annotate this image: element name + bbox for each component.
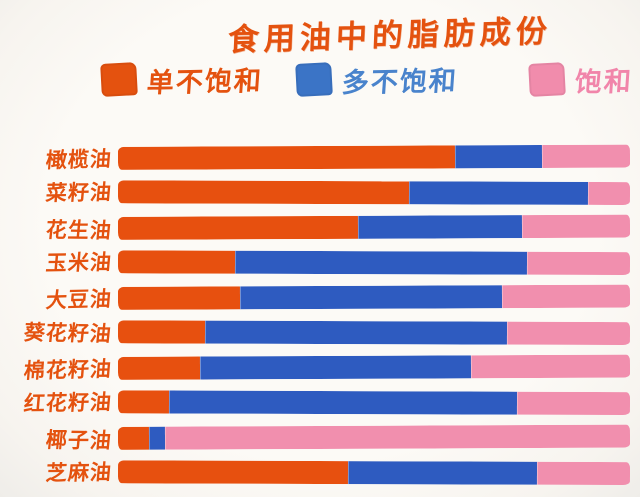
bar-label: 菜籽油 [44,179,114,205]
bar-row: 玉米油 [0,244,640,281]
bar-segment-poly [454,145,543,169]
legend: 单不饱和 多不饱和 饱和 [0,60,640,112]
bar-label: 椰子油 [44,427,114,453]
bar-track [117,180,631,206]
bar-track [117,250,631,276]
legend-label-monounsaturated: 单不饱和 [145,65,264,100]
bar-label: 大豆油 [44,286,113,312]
bar-segment-mono [117,356,200,380]
bar-row: 大豆油 [0,279,640,317]
bar-segment-mono [117,286,241,310]
bar-segment-sat [470,354,631,379]
bar-segment-poly [357,215,522,239]
bar-label: 橄榄油 [44,146,113,172]
bar-segment-sat [526,251,631,276]
bar-segment-poly [240,285,502,310]
bar-label: 棉花籽油 [22,356,113,383]
legend-item-polyunsaturated: 多不饱和 [295,60,459,100]
bar-row: 椰子油 [0,419,640,457]
bar-row: 花生油 [0,209,640,247]
bar-segment-poly [235,250,528,275]
bar-track [117,284,631,310]
bar-track [117,214,631,240]
legend-label-saturated: 饱和 [573,66,634,99]
bar-segment-poly [347,461,538,485]
bar-segment-poly [204,320,507,345]
bar-row: 芝麻油 [0,454,640,491]
legend-item-saturated: 饱和 [528,60,634,99]
bar-track [117,354,631,380]
bar-segment-sat [542,144,631,169]
bar-track [117,390,631,416]
bar-track [117,320,631,346]
bar-segment-sat [506,321,631,346]
bar-segment-sat [521,214,631,239]
bar-track [117,424,631,450]
bar-label: 芝麻油 [44,459,114,485]
bar-segment-sat [588,181,631,206]
bar-segment-mono [117,180,409,205]
chart-title: 食用油中的脂肪成份 [227,13,553,59]
bar-label: 葵花籽油 [22,319,114,346]
bar-segment-sat [516,391,631,416]
bar-row: 棉花籽油 [0,349,640,387]
bar-segment-poly [199,355,471,380]
bar-label: 红花籽油 [22,389,114,416]
legend-label-polyunsaturated: 多不饱和 [340,65,459,100]
bar-track [117,144,631,170]
bar-segment-sat [537,461,631,486]
bar-segment-poly [408,181,589,205]
bar-segment-mono [117,250,236,274]
bar-segment-mono [117,215,358,240]
bar-segment-poly [168,390,517,415]
bar-segment-sat [164,424,631,450]
bar-row: 葵花籽油 [0,314,640,351]
bar-segment-mono [117,460,348,485]
stacked-bar-chart: 橄榄油菜籽油花生油玉米油大豆油葵花籽油棉花籽油红花籽油椰子油芝麻油 [0,140,640,490]
monounsaturated-color-chip [100,62,138,97]
saturated-color-chip [528,62,566,97]
bar-segment-poly [148,426,165,450]
bar-label: 玉米油 [44,249,114,275]
bar-track [117,460,631,486]
bar-label: 花生油 [44,217,114,243]
bar-segment-sat [501,284,631,309]
bar-segment-mono [117,390,170,414]
bar-segment-mono [117,145,455,170]
bar-row: 橄榄油 [0,139,640,177]
legend-item-monounsaturated: 单不饱和 [100,60,264,100]
bar-segment-mono [117,320,205,344]
bar-row: 菜籽油 [0,174,640,211]
bar-segment-mono [117,426,149,450]
bar-row: 红花籽油 [0,384,640,421]
polyunsaturated-color-chip [295,62,333,97]
